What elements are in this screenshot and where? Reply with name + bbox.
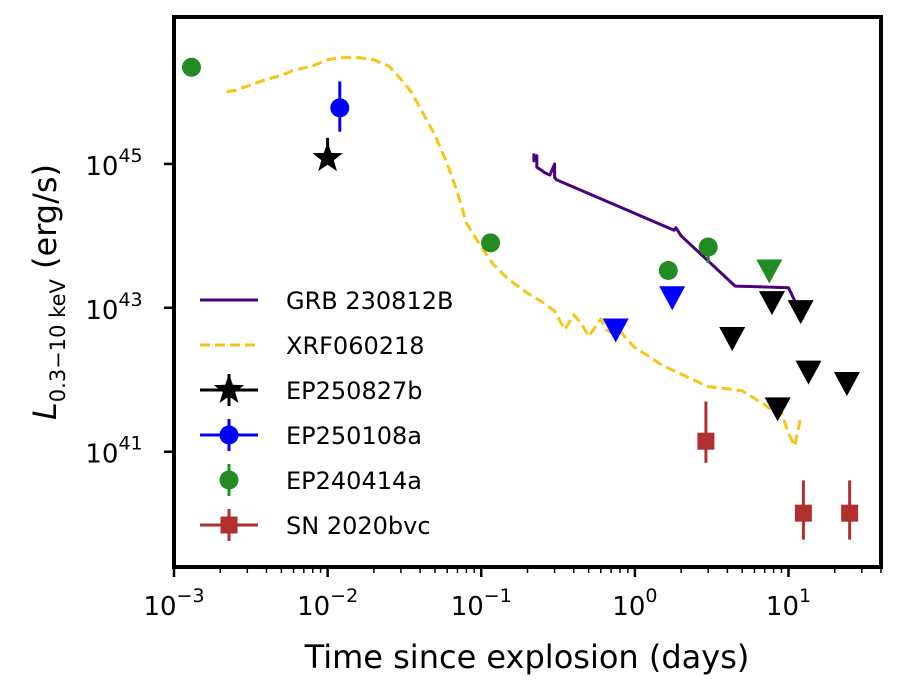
y-tick-label-base: 10 <box>85 152 118 182</box>
y-axis-title-main: L <box>26 402 64 420</box>
upper-limit-marker-1 <box>756 259 783 284</box>
x-tick-label: 101 <box>766 585 811 622</box>
x-tick-label-base: 10 <box>766 592 799 622</box>
data-point-4 <box>481 233 501 253</box>
y-tick-label: 1045 <box>85 145 142 182</box>
upper-limit-marker-2 <box>719 327 746 352</box>
x-axis: 10−3 10−2 10−1 100 101 <box>143 567 882 622</box>
data-point-4 <box>658 260 678 280</box>
legend-label-4: EP240414a <box>286 467 422 495</box>
x-tick-label-exponent: −2 <box>330 585 358 607</box>
x-tick-label: 10−1 <box>451 585 512 622</box>
y-tick-label-exponent: 41 <box>118 433 142 455</box>
series-line-1 <box>226 56 803 448</box>
data-point-4 <box>698 237 718 257</box>
y-axis-title-unit: (erg/s) <box>26 164 64 279</box>
legend-marker-3 <box>219 425 239 445</box>
y-tick-label-exponent: 45 <box>118 145 142 167</box>
data-point-5 <box>697 432 715 450</box>
y-tick-label-exponent: 43 <box>118 289 142 311</box>
upper-limit-marker-0 <box>659 286 686 311</box>
legend: GRB 230812B XRF060218 EP250827b EP250108a EP… <box>200 287 453 541</box>
data-point-5 <box>794 504 812 522</box>
legend-marker-5 <box>220 516 238 534</box>
legend-label-3: EP250108a <box>286 422 422 450</box>
plot-area <box>182 56 860 540</box>
x-tick-label: 10−3 <box>143 585 204 622</box>
x-tick-label: 100 <box>612 585 657 622</box>
upper-limit-marker-2 <box>764 397 791 422</box>
data-point-2 <box>312 142 343 172</box>
x-tick-label-exponent: 1 <box>799 585 811 607</box>
upper-limit-marker-2 <box>758 291 785 316</box>
x-tick-label-base: 10 <box>297 592 330 622</box>
upper-limit-marker-2 <box>787 300 814 325</box>
y-tick-label: 1041 <box>85 433 142 470</box>
y-tick-label-base: 10 <box>85 296 118 326</box>
legend-marker-4 <box>219 470 239 490</box>
y-tick-label-base: 10 <box>85 440 118 470</box>
x-tick-label-exponent: 0 <box>645 585 657 607</box>
x-tick-label-base: 10 <box>451 592 484 622</box>
x-axis-title: Time since explosion (days) <box>304 638 750 676</box>
x-tick-label: 10−2 <box>297 585 358 622</box>
x-tick-label-base: 10 <box>612 592 645 622</box>
legend-label-0: GRB 230812B <box>286 287 453 315</box>
x-tick-label-exponent: −1 <box>484 585 512 607</box>
data-point-3 <box>330 98 350 118</box>
x-tick-label-exponent: −3 <box>177 585 205 607</box>
upper-limit-marker-2 <box>833 372 860 397</box>
legend-label-2: EP250827b <box>286 377 423 405</box>
y-axis-title: L0.3−10 keV (erg/s) <box>26 164 70 420</box>
y-axis-title-subscript: 0.3−10 keV <box>46 279 70 403</box>
x-tick-label-base: 10 <box>143 592 176 622</box>
upper-limit-marker-0 <box>602 318 629 343</box>
data-point-5 <box>841 504 859 522</box>
data-point-4 <box>182 57 202 77</box>
legend-label-5: SN 2020bvc <box>286 512 431 540</box>
legend-marker-2 <box>213 374 245 403</box>
legend-label-1: XRF060218 <box>286 332 425 360</box>
y-tick-label: 1043 <box>85 289 142 326</box>
upper-limit-marker-2 <box>795 360 822 385</box>
